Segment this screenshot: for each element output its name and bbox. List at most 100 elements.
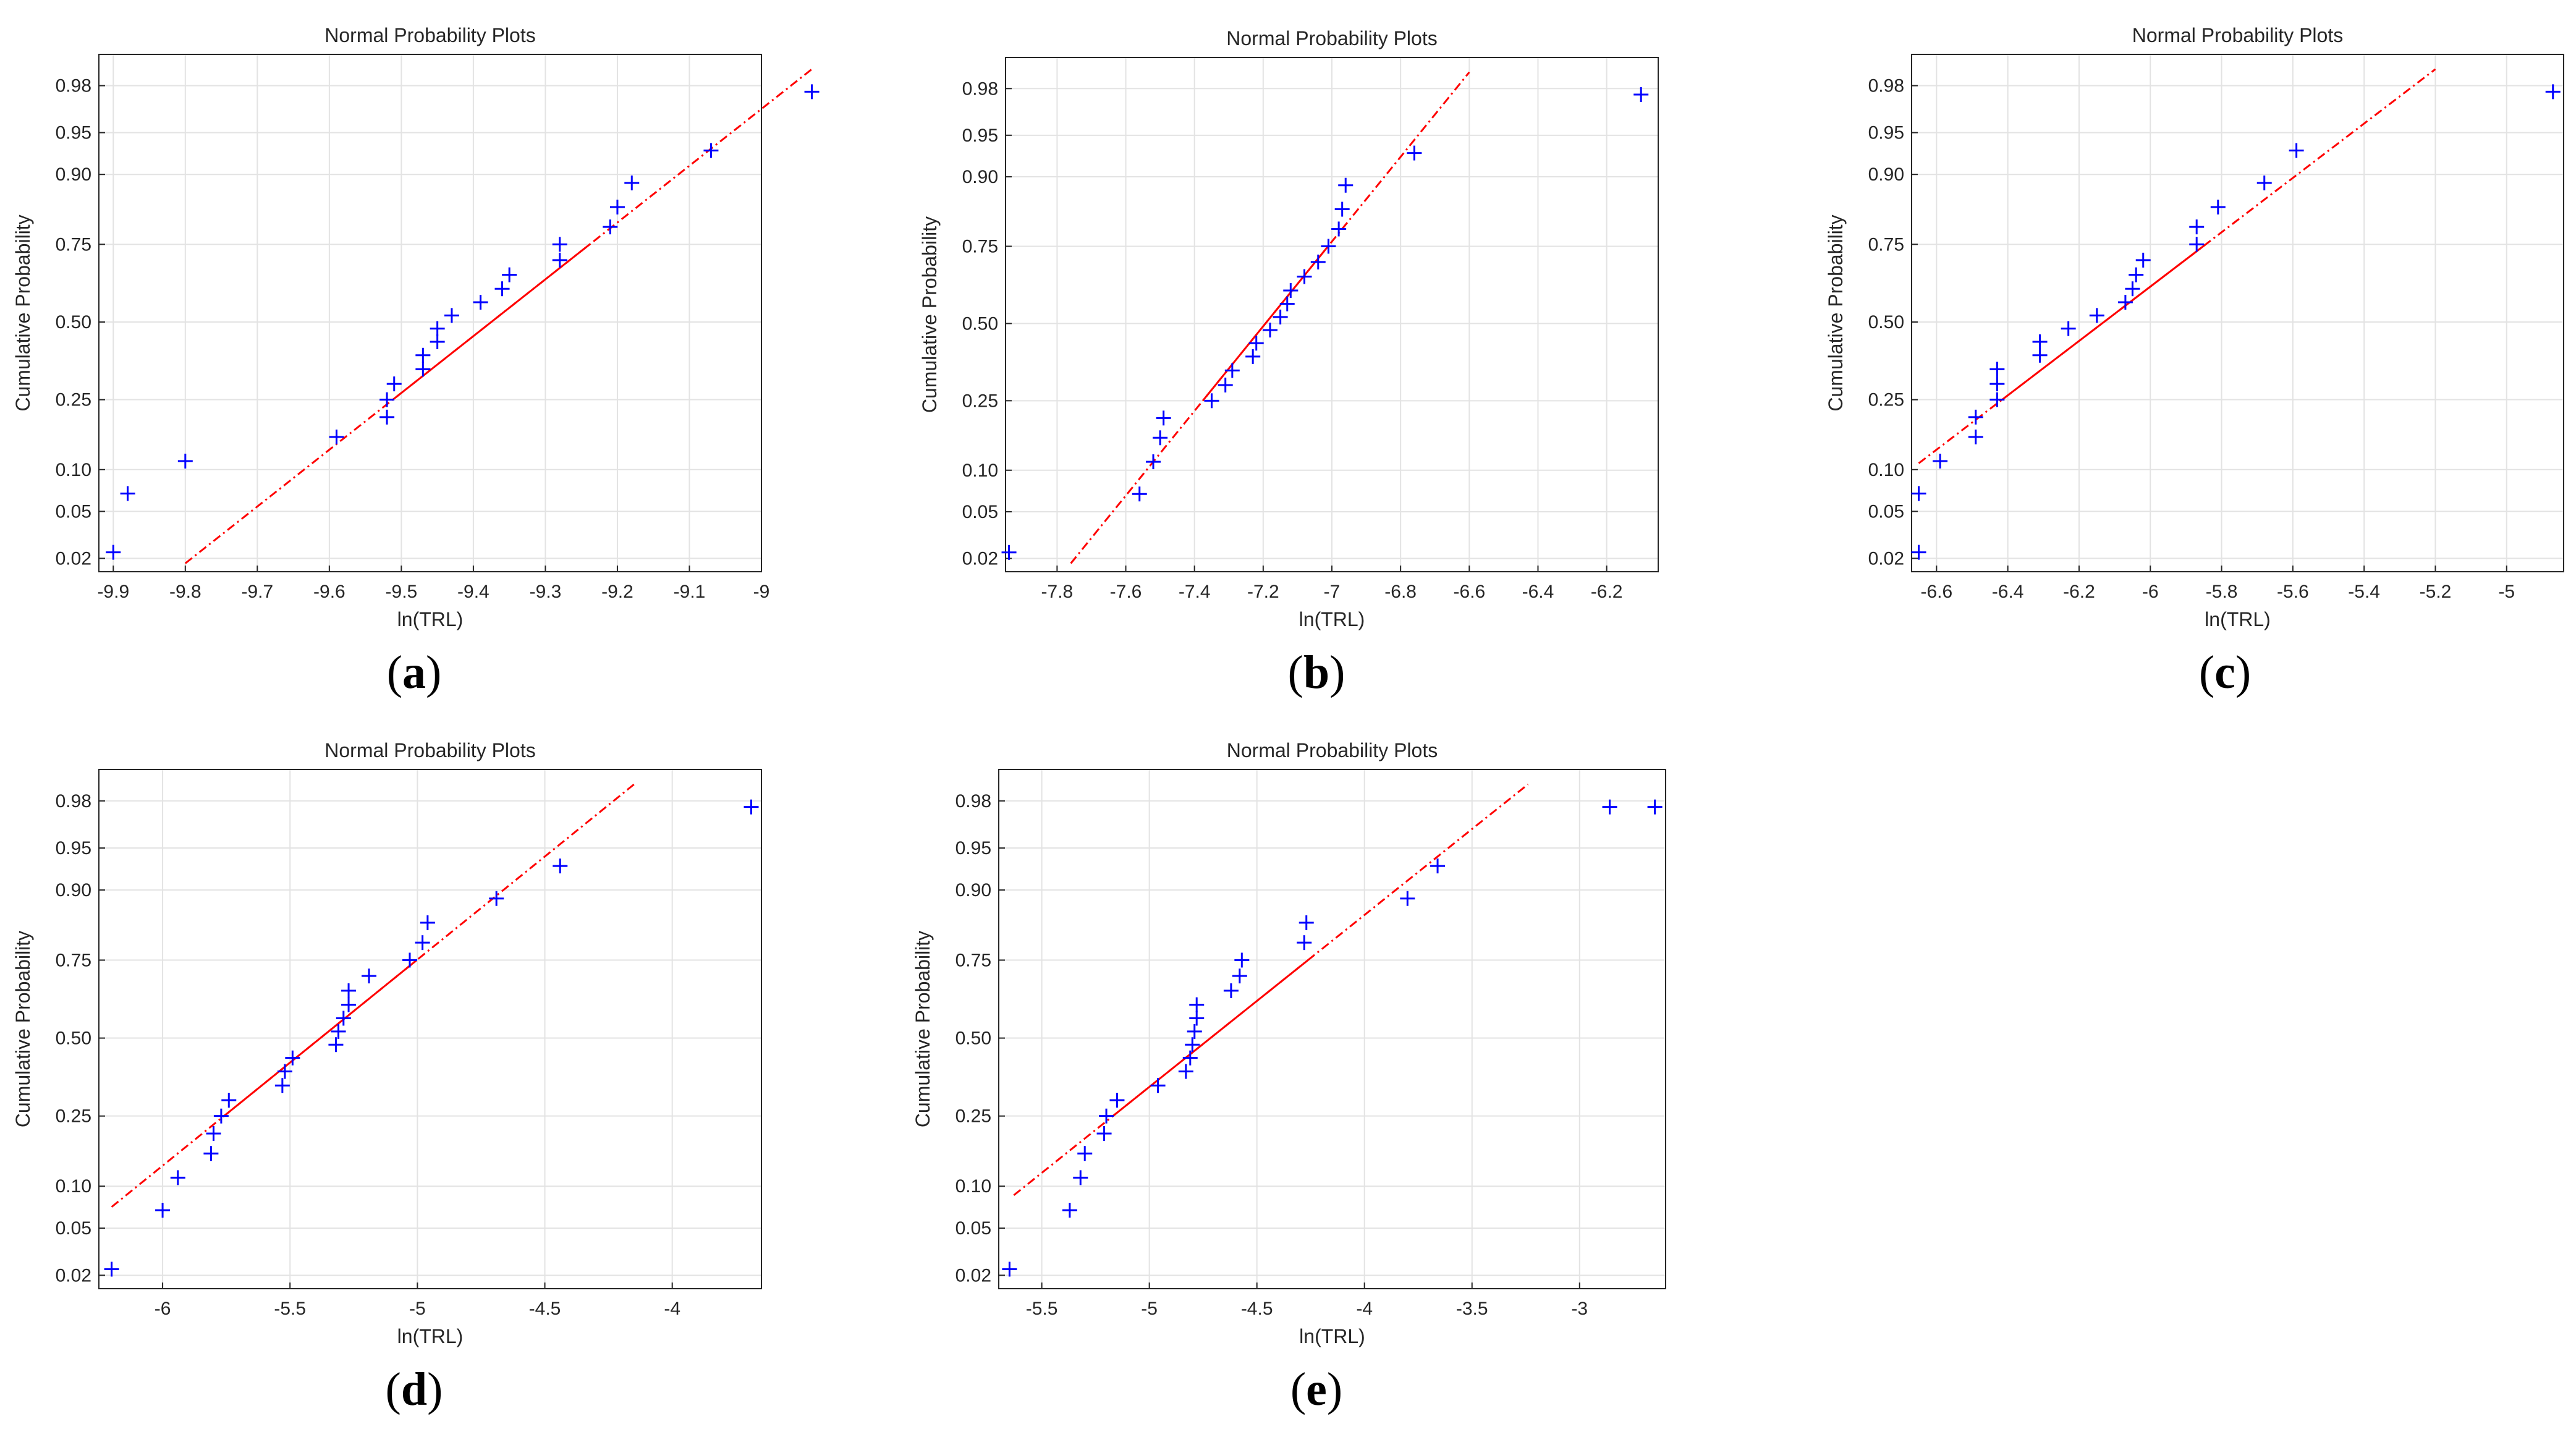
x-axis-label: ln(TRL) <box>1299 608 1365 630</box>
chart-title: Normal Probability Plots <box>324 739 535 761</box>
x-tick-label: -4 <box>664 1299 680 1319</box>
data-point-marker <box>1933 454 1948 469</box>
y-axis-label: Cumulative Probability <box>12 214 34 411</box>
data-point-marker <box>2189 237 2205 252</box>
data-point-marker <box>2210 199 2226 214</box>
reference-line-quartile <box>223 959 418 1117</box>
data-point-marker <box>1262 322 1277 337</box>
data-point-marker <box>1331 221 1347 237</box>
y-tick-label: 0.10 <box>1868 460 1904 480</box>
x-tick-label: -6.8 <box>1384 582 1417 602</box>
chart-title: Normal Probability Plots <box>2132 24 2343 46</box>
data-point-marker <box>1150 1078 1166 1093</box>
y-tick-label: 0.75 <box>56 234 91 255</box>
x-tick-label: -3 <box>1571 1299 1588 1319</box>
panel-label-b-letter: b <box>1303 647 1330 698</box>
y-tick-label: 0.95 <box>56 838 91 859</box>
x-tick-label: -5 <box>2498 582 2515 602</box>
y-tick-label: 0.10 <box>56 1176 91 1197</box>
y-tick-label: 0.90 <box>1868 164 1904 185</box>
x-tick-label: -9.3 <box>530 582 562 602</box>
data-point-marker <box>430 321 445 336</box>
data-point-marker <box>1187 1024 1202 1039</box>
chart-panel-b: -7.8 -7.6 -7.4 -7.2 -7 -6.8 -6.6 -6.4 -6.2 0.02 0.… <box>918 27 1659 630</box>
data-point-marker <box>1156 410 1171 426</box>
chart-panel-c: -6.6 -6.4 -6.2 -6 -5.8 -5.6 -5.4 -5.2 -5 0.02 0.05… <box>1824 24 2564 630</box>
data-point-marker <box>1185 1037 1200 1053</box>
data-point-marker <box>415 347 431 363</box>
x-tick-label: -6.6 <box>1921 582 1953 602</box>
axes-box <box>998 769 1666 1289</box>
data-point-marker <box>2089 308 2104 323</box>
axes-box <box>98 54 762 572</box>
data-point-marker <box>1297 935 1312 951</box>
data-point-marker <box>120 486 135 501</box>
x-tick-label: -9.6 <box>313 582 345 602</box>
y-axis-label: Cumulative Probability <box>912 931 934 1127</box>
y-tick-label: 0.95 <box>1868 123 1904 143</box>
data-point-marker <box>379 409 395 425</box>
y-tick-label: 0.10 <box>56 460 91 480</box>
data-point-marker <box>1223 983 1239 998</box>
data-point-marker <box>336 1011 351 1026</box>
data-point-marker <box>1204 393 1219 409</box>
data-point-marker <box>106 545 121 560</box>
data-point-marker <box>1245 349 1261 364</box>
x-tick-label: -4.5 <box>529 1299 561 1319</box>
x-tick-label: -5.4 <box>2348 582 2380 602</box>
data-point-marker <box>341 983 357 998</box>
data-point-marker <box>1077 1146 1093 1161</box>
x-tick-label: -6.4 <box>1522 582 1554 602</box>
data-point-marker <box>1073 1170 1088 1185</box>
panel-label-c: (c) <box>2198 647 2252 698</box>
data-point-marker <box>1911 486 1926 501</box>
data-point-marker <box>203 1146 219 1161</box>
y-tick-label: 0.90 <box>56 880 91 901</box>
data-point-marker <box>2135 252 2151 268</box>
x-tick-label: -6.4 <box>1992 582 2024 602</box>
data-point-marker <box>2032 334 2048 350</box>
panel-label-d-letter: d <box>400 1363 428 1415</box>
data-point-marker <box>331 1024 346 1039</box>
y-tick-label: 0.50 <box>1868 312 1904 333</box>
data-point-marker <box>1602 799 1617 815</box>
data-point-marker <box>1321 239 1336 254</box>
data-point-marker <box>1647 799 1663 815</box>
data-point-marker <box>415 935 430 951</box>
data-point-marker <box>2289 143 2304 158</box>
data-point-marker <box>2129 267 2144 282</box>
x-tick-label: -5.6 <box>2277 582 2309 602</box>
y-axis-label: Cumulative Probability <box>1824 214 1847 411</box>
panel-label-c-letter: c <box>2214 647 2235 698</box>
data-point-marker <box>603 219 618 235</box>
y-tick-label: 0.98 <box>962 78 998 99</box>
data-point-marker <box>1279 296 1295 312</box>
panel-label-a: (a) <box>386 647 442 698</box>
x-tick-label: -5.5 <box>274 1299 306 1319</box>
data-point-marker <box>328 1037 344 1053</box>
y-tick-label: 0.02 <box>56 548 91 569</box>
data-point-marker <box>1096 1126 1112 1141</box>
y-tick-label: 0.95 <box>962 125 998 146</box>
data-point-marker <box>1633 87 1649 103</box>
x-tick-label: -9.4 <box>457 582 489 602</box>
y-tick-label: 0.05 <box>962 502 998 522</box>
data-point-marker <box>804 84 820 100</box>
x-tick-label: -5 <box>1141 1299 1158 1319</box>
y-tick-label: 0.75 <box>962 236 998 257</box>
reference-line-quartile <box>1201 245 1329 402</box>
x-tick-label: -5.5 <box>1026 1299 1058 1319</box>
data-point-marker <box>1232 969 1247 984</box>
y-tick-label: 0.05 <box>56 1218 91 1239</box>
x-tick-label: -7.4 <box>1179 582 1211 602</box>
data-point-marker <box>1153 430 1168 446</box>
data-point-marker <box>177 454 193 469</box>
x-tick-label: -3.5 <box>1456 1299 1488 1319</box>
chart-title: Normal Probability Plots <box>1226 27 1437 49</box>
data-point-marker <box>1400 891 1415 906</box>
y-tick-label: 0.75 <box>955 950 991 970</box>
data-point-marker <box>552 252 567 268</box>
data-point-marker <box>1189 1011 1205 1026</box>
data-point-marker <box>489 891 504 906</box>
